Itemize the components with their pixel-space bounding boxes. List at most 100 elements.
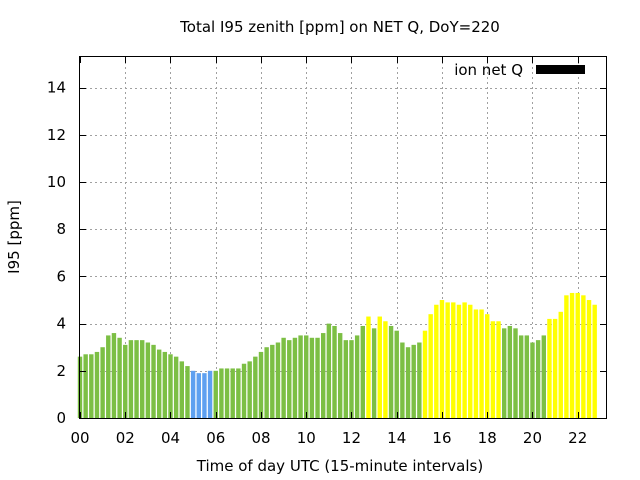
bar <box>100 347 105 418</box>
x-tick-label: 10 <box>297 429 316 447</box>
x-tick-label: 20 <box>523 429 542 447</box>
y-tick-label: 10 <box>47 173 66 191</box>
x-tick-label: 06 <box>206 429 225 447</box>
bar <box>179 361 185 418</box>
x-tick-label: 14 <box>387 429 406 447</box>
bar <box>394 330 399 418</box>
bar <box>241 363 247 418</box>
y-tick-label: 14 <box>47 79 66 97</box>
y-axis-label: I95 [ppm] <box>5 200 23 274</box>
bar <box>123 344 128 418</box>
bar <box>145 342 151 418</box>
legend-label: ion net Q <box>454 61 523 79</box>
bar <box>400 342 405 418</box>
bar <box>253 356 258 418</box>
bar <box>558 311 563 418</box>
bar <box>326 323 332 418</box>
bar <box>332 325 337 418</box>
bar <box>417 342 422 418</box>
bar <box>518 335 524 418</box>
bar <box>479 309 484 418</box>
bar <box>207 370 213 418</box>
bar <box>434 304 439 418</box>
bar <box>298 335 303 418</box>
bar <box>202 373 207 418</box>
bar <box>247 361 252 418</box>
bar <box>83 354 88 418</box>
y-tick-label: 2 <box>56 362 66 380</box>
bar <box>490 321 496 418</box>
bar <box>190 370 196 418</box>
bar <box>541 335 546 418</box>
plot-frame <box>79 56 607 419</box>
bar <box>377 316 382 418</box>
bar <box>219 368 224 418</box>
bar <box>445 302 450 418</box>
bar <box>287 340 292 418</box>
bar <box>213 370 218 418</box>
bar <box>569 292 575 418</box>
bar <box>405 347 411 418</box>
bar <box>428 314 433 418</box>
bar <box>451 302 456 418</box>
bar <box>196 373 201 418</box>
bar <box>411 344 416 418</box>
x-tick-label: 16 <box>432 429 451 447</box>
bar <box>439 300 445 418</box>
bar <box>309 337 315 418</box>
bar <box>151 344 156 418</box>
bar <box>354 335 360 418</box>
bar <box>89 354 94 418</box>
chart-title: Total I95 zenith [ppm] on NET Q, DoY=220 <box>179 18 500 36</box>
bar <box>422 330 428 418</box>
bar <box>501 328 507 418</box>
bar <box>94 351 100 418</box>
bar <box>168 354 173 418</box>
y-tick-label: 12 <box>47 126 66 144</box>
bar <box>575 292 580 418</box>
bar <box>315 337 320 418</box>
y-tick-labels: 0 2 4 6 8 10 12 14 <box>47 79 66 427</box>
bar <box>258 351 264 418</box>
bar <box>117 337 122 418</box>
bar <box>292 337 298 418</box>
bar <box>349 340 354 418</box>
bar <box>343 340 349 418</box>
bar <box>371 328 377 418</box>
bar <box>513 328 518 418</box>
x-axis-label: Time of day UTC (15-minute intervals) <box>196 457 483 475</box>
bar <box>592 304 597 418</box>
bar <box>535 340 541 418</box>
bar <box>462 302 467 418</box>
bar <box>304 335 309 418</box>
bar <box>581 295 586 418</box>
bar <box>224 368 230 418</box>
y-tick-label: 6 <box>56 267 66 285</box>
bar <box>173 356 179 418</box>
bar <box>564 295 569 418</box>
bar <box>388 325 394 418</box>
bar <box>456 304 462 418</box>
x-tick-label: 00 <box>70 429 89 447</box>
bar <box>156 349 162 418</box>
bar <box>485 314 490 418</box>
bar <box>586 300 592 418</box>
x-tick-label: 02 <box>116 429 135 447</box>
bar <box>468 304 473 418</box>
bar <box>524 335 530 418</box>
bar <box>281 337 286 418</box>
bar <box>134 340 139 418</box>
bar <box>530 342 535 418</box>
legend: ion net Q <box>454 61 585 79</box>
bar <box>547 318 552 418</box>
x-tick-label: 22 <box>568 429 587 447</box>
bar <box>275 342 281 418</box>
x-tick-labels: 00 02 04 06 08 10 12 14 16 18 20 22 <box>70 429 587 447</box>
bar <box>236 368 241 418</box>
y-tick-label: 8 <box>56 220 66 238</box>
bar <box>111 333 117 418</box>
bar <box>230 368 235 418</box>
bar <box>496 321 501 418</box>
bar <box>337 333 343 418</box>
